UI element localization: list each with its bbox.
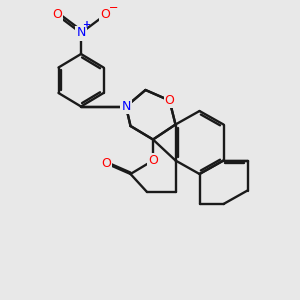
Text: N: N <box>76 26 86 40</box>
Text: O: O <box>165 94 174 107</box>
Text: O: O <box>100 8 110 22</box>
Text: O: O <box>52 8 62 22</box>
Text: O: O <box>102 157 111 170</box>
Text: N: N <box>121 100 131 113</box>
Text: −: − <box>109 3 118 14</box>
Text: −: − <box>109 3 118 14</box>
Text: O: O <box>148 154 158 167</box>
Text: O: O <box>102 157 111 170</box>
Text: +: + <box>82 20 90 31</box>
Text: O: O <box>165 94 174 107</box>
Text: N: N <box>76 26 86 40</box>
Text: O: O <box>100 8 110 22</box>
Text: O: O <box>148 154 158 167</box>
Text: N: N <box>121 100 131 113</box>
Text: +: + <box>82 20 90 31</box>
Text: O: O <box>52 8 62 22</box>
